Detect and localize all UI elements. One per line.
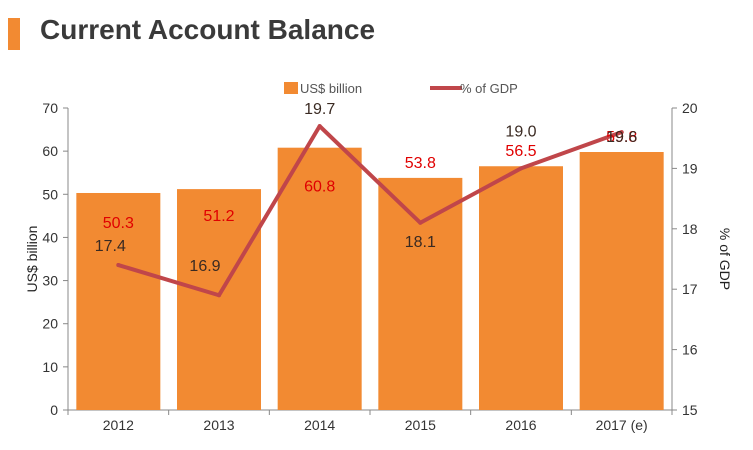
legend: US$ billion % of GDP	[284, 81, 518, 96]
y-tick-label: 10	[42, 359, 58, 375]
bar-data-label: 50.3	[103, 215, 134, 232]
line-point	[217, 293, 221, 298]
y-tick-label: 50	[42, 186, 58, 202]
line-layer	[116, 124, 624, 298]
y2-tick-label: 15	[682, 402, 698, 418]
axes: 0 10 20 30 40 50 60 70 15 16 17 18 19 20 2012 2013 2014 2…	[24, 100, 733, 433]
y2-tick-label: 19	[682, 160, 698, 176]
bar	[378, 177, 463, 410]
line-point	[116, 263, 121, 268]
y2-tick-label: 18	[682, 221, 698, 237]
bar	[579, 152, 664, 410]
x-tick-label: 2014	[304, 417, 335, 433]
data-labels: 50.3 51.2 60.8 53.8 56.5 59.8 17.4 16.9 19.7 18.1…	[95, 101, 638, 275]
x-tick-label: 2017 (e)	[596, 417, 648, 433]
line-point	[418, 220, 423, 225]
bar	[76, 192, 161, 410]
y-tick-label: 20	[42, 316, 58, 332]
bar-data-label: 59.8	[606, 129, 637, 146]
bars	[76, 147, 664, 411]
line-point	[317, 124, 322, 129]
y2-axis-title: % of GDP	[717, 228, 733, 290]
line-data-label: 16.9	[189, 258, 220, 275]
bar	[277, 147, 362, 411]
bar-data-label: 51.2	[203, 208, 234, 225]
title-accent-bar	[8, 18, 20, 50]
x-tick-label: 2016	[505, 417, 536, 433]
y2-tick-label: 16	[682, 342, 698, 358]
series-line-pct-gdp	[116, 124, 624, 298]
bar-data-label: 53.8	[405, 155, 436, 172]
legend-label-line: % of GDP	[460, 81, 518, 96]
y-tick-label: 0	[50, 402, 58, 418]
line-data-label: 19.6	[606, 129, 637, 146]
chart-title: Current Account Balance	[40, 14, 376, 45]
bar-data-label: 56.5	[505, 143, 536, 160]
legend-label-bar: US$ billion	[300, 81, 362, 96]
line-data-label: 18.1	[405, 234, 436, 251]
line-data-label: 19.7	[304, 101, 335, 118]
y-tick-label: 40	[42, 229, 58, 245]
y-tick-label: 70	[42, 100, 58, 116]
line-point	[619, 130, 624, 135]
line-data-label: 19.0	[505, 123, 536, 140]
bar	[177, 189, 261, 410]
x-tick-label: 2012	[103, 417, 134, 433]
x-tick-label: 2015	[405, 417, 436, 433]
bar	[479, 166, 563, 410]
x-tick-label: 2013	[203, 417, 234, 433]
line-data-label: 17.4	[95, 238, 126, 255]
bar-data-label: 60.8	[304, 179, 335, 196]
y2-tick-label: 20	[682, 100, 698, 116]
y-axis-title: US$ billion	[24, 226, 40, 293]
legend-swatch-bar	[284, 82, 298, 94]
line-point	[519, 166, 523, 171]
y-tick-label: 60	[42, 143, 58, 159]
y2-tick-label: 17	[682, 281, 698, 297]
y-tick-label: 30	[42, 273, 58, 289]
